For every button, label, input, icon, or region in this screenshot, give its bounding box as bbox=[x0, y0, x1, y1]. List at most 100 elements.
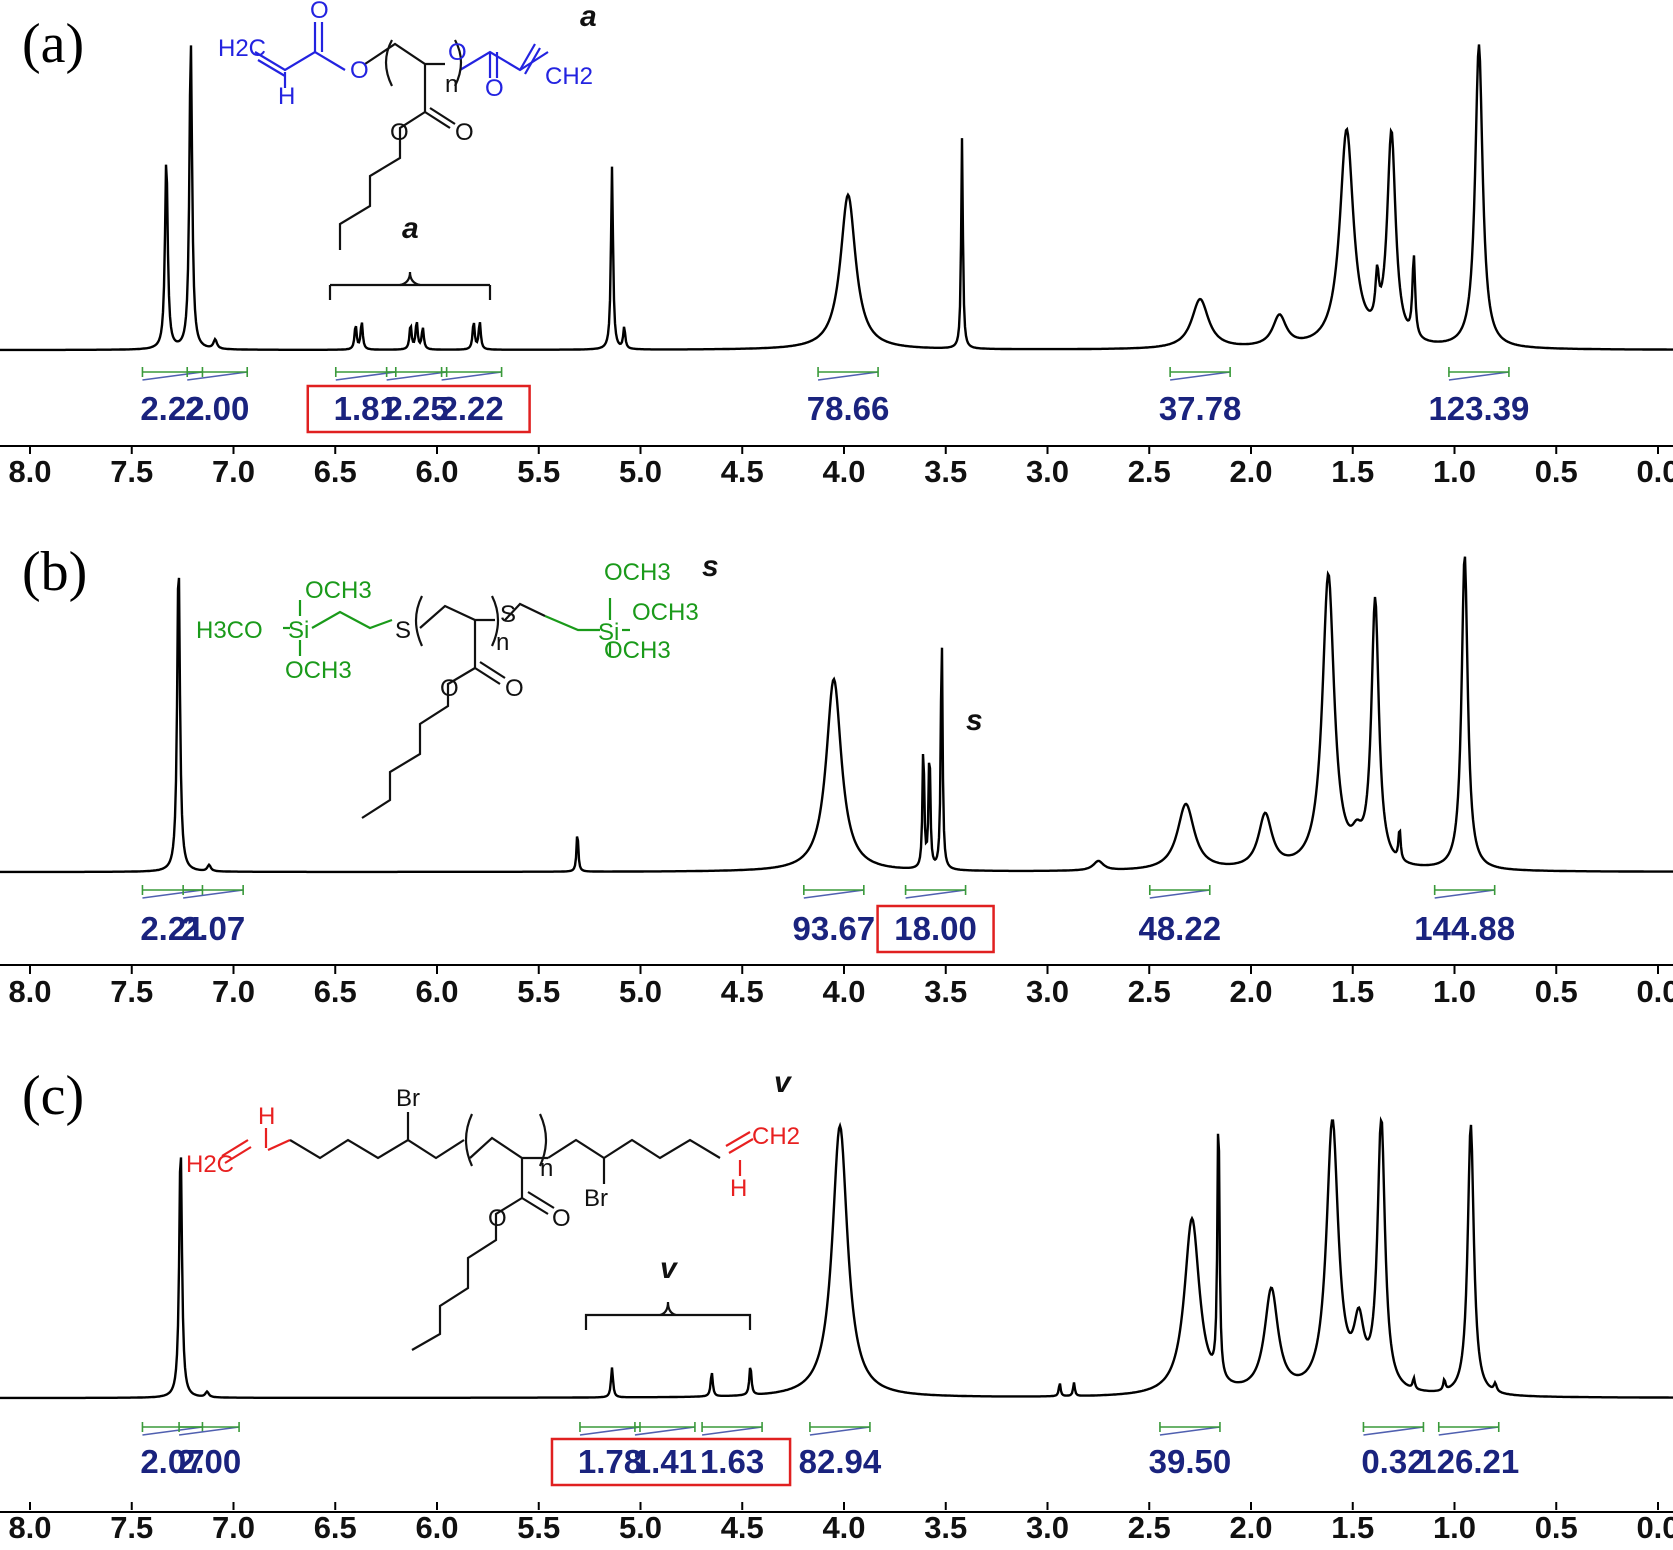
integrals-b: 2.212.07 93.67 18.00 48.22 144.88 bbox=[140, 885, 1515, 954]
integral-curve bbox=[441, 371, 502, 381]
x-tick-label: 5.0 bbox=[619, 1510, 662, 1545]
integral-bracket bbox=[1159, 1422, 1221, 1432]
x-tick-label: 3.0 bbox=[1026, 974, 1069, 1009]
chem-label: O bbox=[310, 0, 329, 24]
spectrum-b bbox=[0, 556, 1673, 874]
chem-label: O bbox=[552, 1205, 571, 1232]
integral-curve bbox=[142, 889, 203, 899]
integral-bracket bbox=[1148, 885, 1211, 895]
integral-bracket bbox=[904, 885, 967, 895]
x-tick-label: 6.5 bbox=[314, 1510, 357, 1545]
chem-label: CH2 bbox=[752, 1123, 800, 1150]
integral-curve bbox=[386, 371, 447, 381]
integral-curve bbox=[803, 889, 864, 899]
integral-curve bbox=[1434, 889, 1495, 899]
peak-tag: a bbox=[580, 0, 597, 33]
x-tick-label: 5.0 bbox=[619, 974, 662, 1009]
peak-tag: s bbox=[702, 550, 719, 583]
x-tick-label: 4.5 bbox=[721, 1510, 764, 1545]
x-tick-label: 2.5 bbox=[1128, 454, 1171, 489]
integral-curve bbox=[183, 889, 244, 899]
integral-value: 2.07 bbox=[181, 910, 245, 947]
integral-bracket bbox=[634, 1422, 696, 1432]
integral-bracket bbox=[701, 1422, 763, 1432]
peak-tag: a bbox=[402, 212, 419, 245]
chem-label: O bbox=[448, 39, 467, 66]
chem-label: H bbox=[730, 1175, 747, 1202]
integral-curve bbox=[905, 889, 966, 899]
structure-b bbox=[283, 595, 630, 819]
integral-bracket bbox=[803, 885, 865, 895]
spectrum-trace bbox=[0, 44, 1673, 352]
chem-label: S bbox=[395, 617, 411, 644]
x-tick-label: 2.0 bbox=[1229, 974, 1272, 1009]
x-tick-label: 6.0 bbox=[415, 1510, 458, 1545]
chem-label: Si bbox=[288, 617, 309, 644]
peak-tag: v bbox=[774, 1066, 793, 1099]
integral-curve bbox=[187, 371, 248, 381]
x-tick-label: 3.5 bbox=[924, 454, 967, 489]
highlight-box bbox=[306, 384, 531, 434]
x-axis-ticks-b: 8.0 7.5 7.0 6.5 6.0 5.5 5.0 4.5 4.0 3.5 3.0 2.5 2.0 1… bbox=[8, 966, 1673, 1009]
x-tick-label: 1.5 bbox=[1331, 974, 1374, 1009]
integral-value: 2.22 bbox=[439, 390, 503, 427]
x-tick-label: 1.0 bbox=[1433, 974, 1476, 1009]
x-tick-label: 4.0 bbox=[822, 974, 865, 1009]
x-tick-label: 3.0 bbox=[1026, 1510, 1069, 1545]
chem-label: OCH3 bbox=[604, 559, 671, 586]
spectrum-c bbox=[0, 1116, 1673, 1400]
x-tick-label: 7.0 bbox=[212, 974, 255, 1009]
x-tick-label: 7.0 bbox=[212, 454, 255, 489]
x-tick-label: 6.5 bbox=[314, 454, 357, 489]
x-tick-label: 5.0 bbox=[619, 454, 662, 489]
spectrum-trace bbox=[0, 556, 1673, 874]
x-tick-label: 6.0 bbox=[415, 454, 458, 489]
integral-value: 2.25 bbox=[385, 390, 449, 427]
integral-bracket bbox=[809, 1422, 871, 1432]
chem-label: OCH3 bbox=[285, 657, 352, 684]
integral-bracket bbox=[440, 367, 503, 377]
x-tick-label: 4.5 bbox=[721, 974, 764, 1009]
integral-curve bbox=[701, 1426, 763, 1436]
integral-value: 2.00 bbox=[177, 1443, 241, 1480]
integral-value: 2.00 bbox=[185, 390, 249, 427]
chem-label: OCH3 bbox=[305, 577, 372, 604]
integral-value: 37.78 bbox=[1159, 390, 1242, 427]
integral-value: 1.81 bbox=[334, 390, 398, 427]
integral-value: 93.67 bbox=[793, 910, 876, 947]
x-tick-label: 0.0 bbox=[1636, 454, 1673, 489]
x-tick-label: 5.5 bbox=[517, 1510, 560, 1545]
integral-value: 1.41 bbox=[633, 1443, 697, 1480]
highlight-box bbox=[876, 904, 995, 954]
integral-bracket bbox=[1433, 885, 1496, 895]
x-tick-label: 8.0 bbox=[8, 454, 51, 489]
integral-value: 123.39 bbox=[1428, 390, 1529, 427]
chem-label: S bbox=[500, 601, 516, 628]
chem-label: O bbox=[440, 675, 459, 702]
integral-value: 144.88 bbox=[1414, 910, 1515, 947]
integral-value: 39.50 bbox=[1149, 1443, 1232, 1480]
x-tick-label: 8.0 bbox=[8, 974, 51, 1009]
x-tick-label: 1.0 bbox=[1433, 454, 1476, 489]
integral-curve bbox=[817, 371, 879, 381]
integral-value: 18.00 bbox=[894, 910, 977, 947]
structure-c-labels: H H2C Br n Br CH2 H O O bbox=[186, 1085, 800, 1232]
integral-curve bbox=[1438, 1426, 1499, 1436]
x-axis-ticks-a: 8.0 7.5 7.0 6.5 6.0 5.5 5.0 4.5 4.0 3.5 3.0 2.5 2.0 1… bbox=[8, 446, 1673, 489]
chem-label: O bbox=[390, 119, 409, 146]
structure-a bbox=[254, 22, 549, 300]
x-tick-label: 4.5 bbox=[721, 454, 764, 489]
integral-value: 126.21 bbox=[1418, 1443, 1519, 1480]
chem-label: H bbox=[278, 83, 295, 110]
integral-value: 2.22 bbox=[140, 390, 204, 427]
chem-label: Br bbox=[396, 1085, 420, 1112]
chem-label: CH2 bbox=[545, 63, 593, 90]
structure-c bbox=[221, 1112, 754, 1351]
integral-value: 0.32 bbox=[1361, 1443, 1425, 1480]
x-tick-label: 0.0 bbox=[1636, 974, 1673, 1009]
chem-label: n bbox=[445, 71, 458, 98]
chem-label: O bbox=[485, 75, 504, 102]
integral-bracket bbox=[1169, 367, 1231, 377]
chem-label: Br bbox=[584, 1185, 608, 1212]
